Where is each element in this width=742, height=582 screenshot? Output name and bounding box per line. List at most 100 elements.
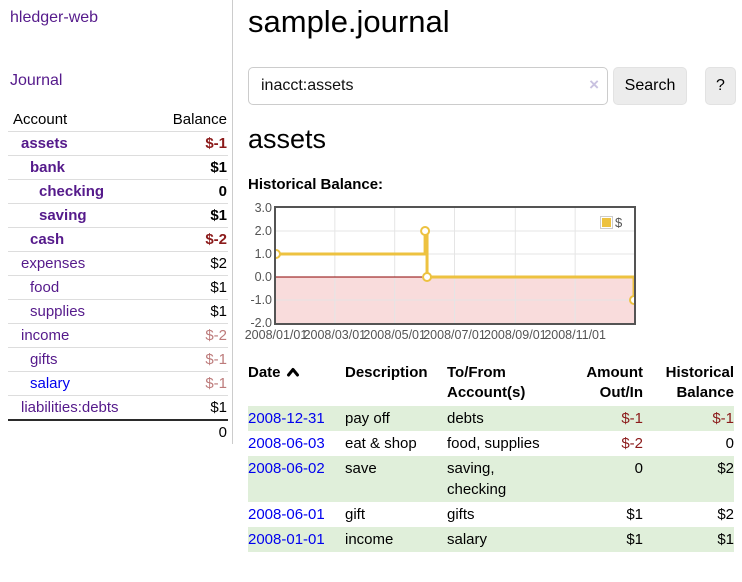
account-balance: $1 <box>150 155 228 180</box>
register-description: save <box>345 460 377 477</box>
sidebar: hledger-web Journal Account Balance asse… <box>0 0 233 444</box>
account-link[interactable]: food <box>30 279 60 296</box>
x-tick-label: 2008/07/01 <box>423 328 486 342</box>
y-tick-label: 0.0 <box>254 270 272 284</box>
balance-line-chart <box>276 208 634 323</box>
register-row: 2008-12-31 pay off debts $-1 $-1 <box>248 406 734 431</box>
x-tick-label: 2008/01/01 <box>244 328 308 342</box>
register-date-link[interactable]: 2008-12-31 <box>248 410 325 427</box>
register-header-amount[interactable]: Amount Out/In <box>578 360 643 406</box>
legend-series-swatch <box>600 216 613 229</box>
register-header-accounts[interactable]: To/From Account(s) <box>447 360 578 406</box>
account-link[interactable]: gifts <box>30 351 58 368</box>
register-header-accounts-line1: To/From <box>447 364 506 381</box>
register-amount: 0 <box>634 460 643 477</box>
account-balance: $1 <box>150 299 228 324</box>
register-description: eat & shop <box>345 435 417 452</box>
account-balance: $-2 <box>150 227 228 252</box>
register-date-link[interactable]: 2008-06-03 <box>248 435 325 452</box>
register-amount: $1 <box>626 531 643 548</box>
register-header-balance[interactable]: Historical Balance <box>643 360 734 406</box>
register-date-link[interactable]: 2008-06-01 <box>248 506 325 523</box>
account-row: liabilities:debts $1 <box>8 395 228 420</box>
account-balance: $-1 <box>205 135 227 152</box>
register-balance: $1 <box>717 531 734 548</box>
register-date-link[interactable]: 2008-06-02 <box>248 460 325 477</box>
account-balance: $-1 <box>150 371 228 396</box>
register-amount: $-1 <box>621 410 643 427</box>
register-header-amount-line2: Out/In <box>599 384 643 401</box>
register-accounts: salary <box>447 531 488 548</box>
accounts-total-row: 0 <box>8 419 228 444</box>
y-tick-label: -2.0 <box>250 316 272 330</box>
account-link[interactable]: saving <box>39 207 87 224</box>
register-date-link[interactable]: 2008-01-01 <box>248 531 325 548</box>
search-input-wrap: × <box>248 67 608 105</box>
register-amount: $-2 <box>621 435 643 452</box>
account-balance: 0 <box>150 179 228 204</box>
search-button[interactable]: Search <box>613 67 687 105</box>
register-accounts: food, supplies <box>447 435 540 452</box>
account-link[interactable]: bank <box>30 159 66 176</box>
x-tick-label: 2008/03/01 <box>303 328 367 342</box>
accounts-total-spacer <box>8 419 151 444</box>
register-header-row: Date Description To/From Account(s) Amoun… <box>248 360 734 406</box>
account-row: assets $-1 <box>8 132 228 156</box>
register-description: income <box>345 531 394 548</box>
accounts-balance-table: Account Balance assets $-1 bank $1 checking 0… <box>8 108 228 444</box>
account-link[interactable]: liabilities:debts <box>21 399 119 416</box>
account-row: salary $-1 <box>8 371 228 396</box>
account-balance: $-1 <box>150 347 228 372</box>
search-input[interactable] <box>248 67 608 105</box>
register-accounts: debts <box>447 410 484 427</box>
account-link[interactable]: supplies <box>30 303 86 320</box>
account-row: saving $1 <box>8 203 228 228</box>
account-link[interactable]: assets <box>21 135 68 152</box>
sidebar-item-journal[interactable]: Journal <box>10 72 63 89</box>
register-row: 2008-06-02 save saving, checking 0 $2 <box>248 456 734 502</box>
register-balance: $2 <box>717 460 734 477</box>
account-link[interactable]: salary <box>30 375 71 392</box>
x-tick-label: 2008/05/01 <box>363 328 426 342</box>
y-tick-label: 2.0 <box>254 224 272 238</box>
chart-heading: Historical Balance: <box>248 176 384 193</box>
x-tick-label: 2008/09/01 <box>484 328 547 342</box>
account-link[interactable]: cash <box>30 231 65 248</box>
account-link[interactable]: checking <box>39 183 105 200</box>
chart-legend: $ <box>600 215 622 230</box>
chart-plot-area <box>274 206 636 325</box>
app-title-link[interactable]: hledger-web <box>10 9 99 26</box>
account-link[interactable]: income <box>21 327 70 344</box>
account-page-title: assets <box>248 124 327 154</box>
register-balance: $-1 <box>712 410 734 427</box>
register-header-date[interactable]: Date <box>248 360 345 406</box>
account-balance: $1 <box>150 275 228 300</box>
account-row: cash $-2 <box>8 227 228 252</box>
register-header-accounts-line2: Account(s) <box>447 384 526 401</box>
register-header-description[interactable]: Description <box>345 364 428 381</box>
y-tick-label: 1.0 <box>254 247 272 261</box>
register-header-date-label: Date <box>248 364 281 381</box>
register-amount: $1 <box>626 506 643 523</box>
account-balance: $2 <box>150 251 228 276</box>
sort-ascending-icon <box>286 368 299 377</box>
account-row: gifts $-1 <box>8 347 228 372</box>
account-link[interactable]: expenses <box>21 255 86 272</box>
page-title: sample.journal <box>248 4 450 39</box>
x-tick-label: 2008/11/01 <box>544 328 606 342</box>
register-row: 2008-06-03 eat & shop food, supplies $-2 0 <box>248 431 734 456</box>
register-accounts: gifts <box>447 506 475 523</box>
register-accounts: saving, checking <box>447 460 507 498</box>
accounts-header-account: Account <box>8 108 151 132</box>
register-table: Date Description To/From Account(s) Amoun… <box>248 360 734 552</box>
clear-search-icon[interactable]: × <box>589 75 599 94</box>
y-tick-label: -1.0 <box>250 293 272 307</box>
register-header-amount-line1: Amount <box>586 364 643 381</box>
y-tick-label: 3.0 <box>254 201 272 215</box>
search-help-button[interactable]: ? <box>705 67 736 105</box>
register-row: 2008-01-01 income salary $1 $1 <box>248 527 734 552</box>
account-row: supplies $1 <box>8 299 228 324</box>
main-content: sample.journal × Search ? assets Histori… <box>233 0 742 582</box>
register-balance: 0 <box>725 435 734 452</box>
